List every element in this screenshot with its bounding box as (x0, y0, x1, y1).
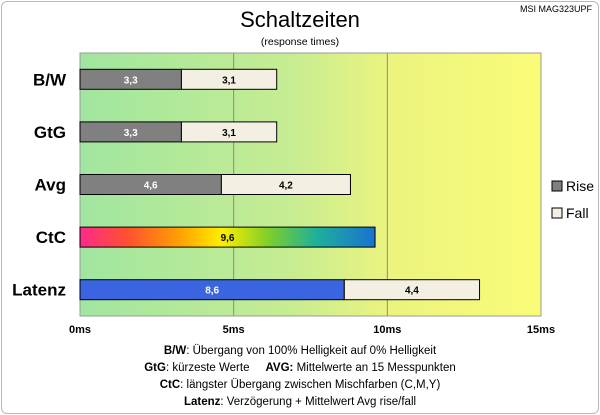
data-label-rise: 4,6 (144, 181, 158, 192)
bar-fall (180, 121, 278, 143)
data-label-rise: 3,3 (124, 75, 138, 86)
category-label: Avg (35, 176, 67, 195)
note-text-avg: Mittelwerte an 15 Messpunkten (293, 362, 456, 374)
monitor-model-label: MSI MAG323UPF (520, 4, 593, 14)
category-label: GtG (34, 123, 66, 142)
bar-rise (79, 226, 376, 248)
data-label-fall: 4,4 (405, 286, 419, 297)
notes-block: B/W: Übergang von 100% Helligkeit auf 0%… (0, 343, 600, 411)
bar-fall (180, 68, 278, 90)
data-label-fall: 4,2 (279, 181, 293, 192)
legend-swatch (551, 180, 563, 192)
bar-group: 3,3 3,1 3,3 3,1 4,6 4,2 9,6 8,6 4,4 (79, 68, 481, 301)
x-axis-ticks: 0ms 5ms 10ms 15ms (69, 324, 555, 336)
bar-fall (343, 279, 481, 301)
note-text-ctc: : längster Übergang zwischen Mischfarben… (180, 379, 441, 391)
legend: Rise Fall (551, 178, 594, 221)
note-line-ctc: CtC: längster Übergang zwischen Mischfar… (0, 377, 600, 394)
note-key-ctc: CtC (159, 379, 181, 391)
note-text-latenz: : Verzögerung + Mittelwert Avg rise/fall (220, 396, 417, 408)
data-label-fall: 3,1 (222, 75, 236, 86)
category-labels: B/W GtG Avg CtC Latenz (12, 70, 67, 299)
x-tick-label: 5ms (223, 324, 245, 336)
legend-label: Fall (566, 205, 589, 221)
note-line-bw: B/W: Übergang von 100% Helligkeit auf 0%… (0, 343, 600, 360)
chart-title: Schaltzeiten (240, 7, 360, 32)
category-label: Latenz (12, 281, 66, 300)
data-label-rise: 9,6 (221, 233, 235, 244)
data-label-rise: 3,3 (124, 128, 138, 139)
note-key-gtg: GtG (144, 362, 166, 374)
note-key-latenz: Latenz (183, 396, 221, 408)
data-label-fall: 3,1 (222, 128, 236, 139)
x-tick-label: 15ms (527, 324, 555, 336)
chart-subtitle: (response times) (261, 36, 339, 48)
note-key-bw: B/W (163, 345, 187, 357)
category-label: CtC (36, 228, 66, 247)
legend-label: Rise (566, 178, 594, 194)
x-tick-label: 10ms (373, 324, 401, 336)
legend-swatch (551, 207, 563, 219)
data-label-rise: 8,6 (205, 286, 219, 297)
note-line-gtg-avg: GtG: kürzeste Werte AVG: Mittelwerte an 1… (0, 360, 600, 377)
note-text-gtg: : kürzeste Werte (165, 362, 250, 374)
x-tick-label: 0ms (69, 324, 91, 336)
note-text-bw: : Übergang von 100% Helligkeit auf 0% He… (186, 345, 437, 357)
category-label: B/W (33, 70, 67, 89)
note-key-avg: AVG: (265, 362, 294, 374)
note-line-latenz: Latenz: Verzögerung + Mittelwert Avg ris… (0, 394, 600, 411)
bar-fall (220, 174, 351, 195)
